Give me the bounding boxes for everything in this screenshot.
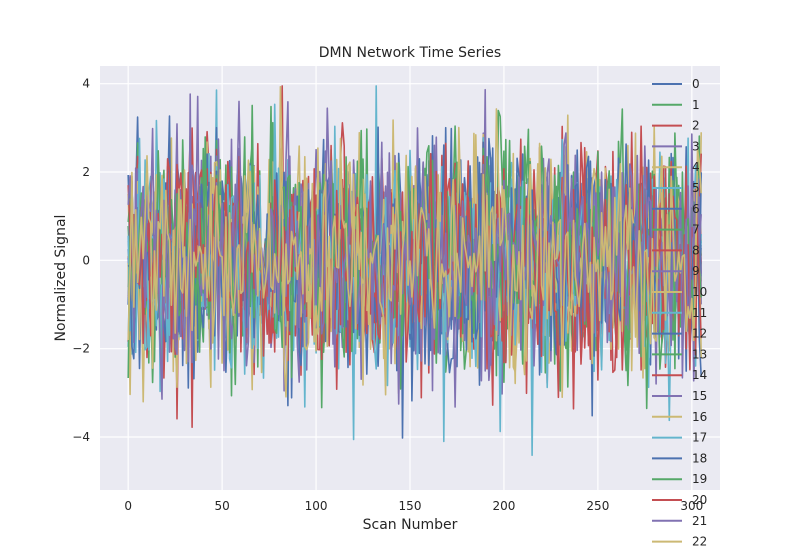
x-tick-label: 0: [124, 499, 132, 513]
legend-label: 14: [692, 368, 707, 382]
legend-label: 21: [692, 514, 707, 528]
x-tick-label: 200: [492, 499, 515, 513]
x-tick-label: 250: [586, 499, 609, 513]
y-tick-label: 2: [82, 165, 90, 179]
legend-label: 6: [692, 202, 700, 216]
legend-label: 19: [692, 472, 707, 486]
legend-label: 1: [692, 98, 700, 112]
legend-label: 9: [692, 264, 700, 278]
legend-label: 10: [692, 285, 707, 299]
legend-label: 16: [692, 410, 707, 424]
y-tick-label: −2: [72, 342, 90, 356]
x-tick-labels: 0 50 100 150 200 250 300: [124, 499, 703, 513]
legend-label: 7: [692, 223, 700, 237]
y-axis-label: Normalized Signal: [53, 215, 69, 342]
x-tick-label: 50: [214, 499, 229, 513]
legend-label: 8: [692, 243, 700, 257]
y-tick-label: −4: [72, 430, 90, 444]
series-line-21: [127, 93, 702, 408]
legend-label: 4: [692, 160, 700, 174]
chart-title: DMN Network Time Series: [319, 45, 501, 61]
legend-label: 15: [692, 389, 707, 403]
legend-label: 3: [692, 139, 700, 153]
legend-label: 12: [692, 327, 707, 341]
legend-label: 13: [692, 347, 707, 361]
y-tick-labels: −4 −2 0 2 4: [72, 77, 90, 444]
legend-label: 17: [692, 431, 707, 445]
legend-label: 22: [692, 535, 707, 549]
series-lines: [127, 85, 702, 457]
x-tick-label: 300: [680, 499, 703, 513]
y-tick-label: 4: [82, 77, 90, 91]
legend-label: 18: [692, 451, 707, 465]
x-tick-label: 100: [305, 499, 328, 513]
legend-label: 20: [692, 493, 707, 507]
legend-label: 5: [692, 181, 700, 195]
y-tick-label: 0: [82, 253, 90, 267]
legend-label: 0: [692, 77, 700, 91]
x-axis-label: Scan Number: [363, 517, 458, 533]
series-line-22: [127, 108, 702, 399]
legend-label: 2: [692, 119, 700, 133]
x-tick-label: 150: [399, 499, 422, 513]
legend-label: 11: [692, 306, 707, 320]
